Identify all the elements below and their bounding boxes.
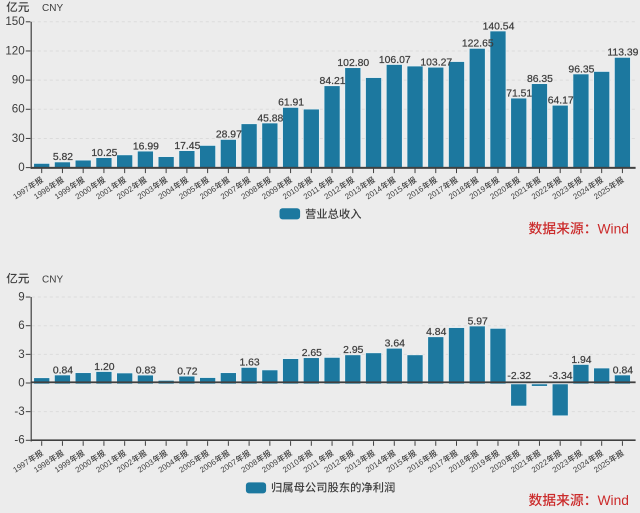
svg-text:0.83: 0.83 — [136, 365, 156, 376]
svg-text:45.88: 45.88 — [257, 113, 283, 124]
svg-text:102.80: 102.80 — [337, 58, 369, 69]
svg-text:1.94: 1.94 — [571, 355, 591, 366]
svg-text:3.64: 3.64 — [385, 339, 405, 350]
svg-text:122.65: 122.65 — [462, 39, 494, 50]
svg-text:30: 30 — [12, 132, 25, 145]
svg-text:106.07: 106.07 — [379, 55, 411, 66]
svg-text:17.45: 17.45 — [174, 141, 200, 152]
svg-text:0: 0 — [18, 376, 24, 389]
svg-text:2.65: 2.65 — [302, 348, 322, 359]
svg-text:90: 90 — [12, 74, 25, 87]
svg-text:64.17: 64.17 — [548, 96, 574, 107]
svg-text:-6: -6 — [14, 434, 24, 447]
svg-text:Wind: Wind — [598, 493, 629, 508]
svg-text:61.91: 61.91 — [278, 98, 304, 109]
svg-text:0.84: 0.84 — [613, 365, 633, 376]
svg-text:103.27: 103.27 — [420, 58, 452, 69]
svg-text:113.39: 113.39 — [607, 48, 638, 59]
svg-text:96.35: 96.35 — [568, 64, 594, 75]
svg-text:Wind: Wind — [598, 221, 629, 236]
svg-text:140.54: 140.54 — [483, 21, 515, 32]
svg-text:1.20: 1.20 — [94, 362, 114, 373]
svg-text:-2.32: -2.32 — [507, 371, 531, 382]
svg-text:28.97: 28.97 — [216, 130, 242, 141]
svg-text:5.97: 5.97 — [468, 316, 488, 327]
svg-text:6: 6 — [18, 319, 24, 332]
svg-text:-3.34: -3.34 — [549, 371, 573, 382]
svg-text:3: 3 — [18, 348, 24, 361]
svg-text:0.72: 0.72 — [177, 366, 197, 377]
svg-text:2.95: 2.95 — [343, 345, 363, 356]
svg-text:60: 60 — [12, 103, 25, 116]
svg-text:71.51: 71.51 — [506, 88, 532, 99]
svg-text:5.82: 5.82 — [53, 152, 73, 163]
svg-text:86.35: 86.35 — [527, 74, 553, 85]
svg-text:CNY: CNY — [42, 275, 63, 286]
svg-text:16.99: 16.99 — [133, 141, 159, 152]
svg-text:CNY: CNY — [42, 3, 63, 14]
svg-text:150: 150 — [5, 15, 24, 28]
svg-text:1.63: 1.63 — [239, 358, 259, 369]
svg-text:9: 9 — [18, 290, 24, 303]
svg-text:84.21: 84.21 — [320, 76, 346, 87]
svg-text:4.84: 4.84 — [426, 327, 446, 338]
svg-text:-3: -3 — [14, 405, 24, 418]
svg-text:10.25: 10.25 — [91, 148, 117, 159]
svg-text:0.84: 0.84 — [53, 365, 73, 376]
svg-text:0: 0 — [18, 161, 24, 174]
svg-text:120: 120 — [5, 44, 24, 57]
